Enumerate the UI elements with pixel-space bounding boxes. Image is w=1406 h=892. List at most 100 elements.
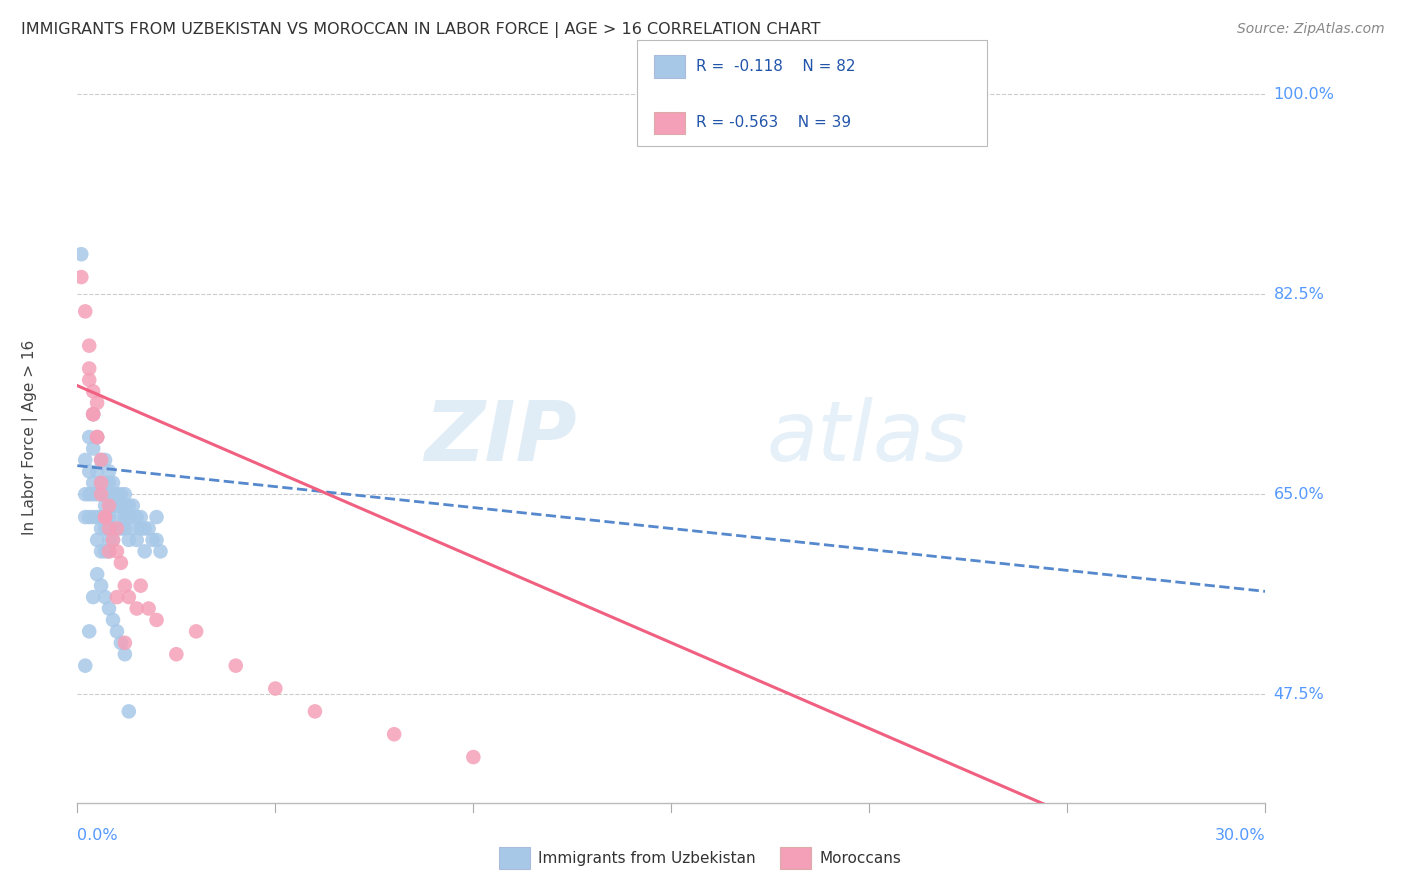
Point bbox=[82, 487, 104, 501]
Point bbox=[86, 430, 108, 444]
Point bbox=[90, 475, 112, 490]
Point bbox=[94, 590, 117, 604]
Point bbox=[75, 658, 97, 673]
Point bbox=[77, 373, 100, 387]
Point bbox=[86, 510, 108, 524]
Point bbox=[82, 475, 104, 490]
Point bbox=[75, 453, 97, 467]
Point bbox=[118, 510, 141, 524]
Text: 82.5%: 82.5% bbox=[1274, 286, 1324, 301]
Point bbox=[94, 453, 117, 467]
Point bbox=[94, 510, 117, 524]
Point bbox=[101, 533, 124, 547]
Point bbox=[105, 499, 128, 513]
Point bbox=[70, 247, 93, 261]
Point bbox=[86, 430, 108, 444]
Point bbox=[138, 521, 160, 535]
Text: 30.0%: 30.0% bbox=[1215, 828, 1265, 843]
Point bbox=[114, 487, 136, 501]
Point bbox=[114, 510, 136, 524]
Point bbox=[98, 510, 121, 524]
Point bbox=[94, 510, 117, 524]
Point bbox=[77, 624, 100, 639]
Point bbox=[105, 510, 128, 524]
Point bbox=[90, 475, 112, 490]
Text: ZIP: ZIP bbox=[423, 397, 576, 477]
Point bbox=[186, 624, 208, 639]
Point bbox=[105, 487, 128, 501]
Point bbox=[105, 521, 128, 535]
Text: 0.0%: 0.0% bbox=[77, 828, 118, 843]
Point bbox=[105, 521, 128, 535]
Point bbox=[94, 510, 117, 524]
Point bbox=[110, 499, 132, 513]
Text: 100.0%: 100.0% bbox=[1274, 87, 1334, 102]
Point bbox=[138, 601, 160, 615]
Point bbox=[90, 579, 112, 593]
Point bbox=[82, 510, 104, 524]
Point bbox=[77, 464, 100, 478]
Text: Moroccans: Moroccans bbox=[820, 851, 901, 865]
Point bbox=[110, 487, 132, 501]
Point bbox=[82, 442, 104, 456]
Point bbox=[382, 727, 405, 741]
Point bbox=[86, 487, 108, 501]
Point bbox=[110, 521, 132, 535]
Point bbox=[86, 464, 108, 478]
Point bbox=[75, 510, 97, 524]
Point bbox=[90, 544, 112, 558]
Point bbox=[90, 521, 112, 535]
Point bbox=[125, 601, 148, 615]
Point bbox=[114, 521, 136, 535]
Point bbox=[82, 384, 104, 399]
Point bbox=[98, 544, 121, 558]
Point bbox=[98, 533, 121, 547]
Point bbox=[118, 590, 141, 604]
Point bbox=[98, 521, 121, 535]
Point bbox=[82, 407, 104, 421]
Point bbox=[86, 430, 108, 444]
Point bbox=[118, 533, 141, 547]
Point bbox=[1017, 841, 1039, 855]
Point bbox=[101, 533, 124, 547]
Text: In Labor Force | Age > 16: In Labor Force | Age > 16 bbox=[22, 340, 38, 534]
Point bbox=[94, 475, 117, 490]
Point bbox=[142, 533, 165, 547]
Point bbox=[145, 510, 167, 524]
Point bbox=[90, 487, 112, 501]
Point bbox=[75, 304, 97, 318]
Point bbox=[129, 521, 152, 535]
Point bbox=[94, 487, 117, 501]
Point bbox=[125, 510, 148, 524]
Point bbox=[110, 636, 132, 650]
Point bbox=[70, 270, 93, 285]
Point bbox=[134, 521, 156, 535]
Text: 65.0%: 65.0% bbox=[1274, 487, 1324, 501]
Point bbox=[101, 499, 124, 513]
Point bbox=[77, 338, 100, 352]
Point bbox=[463, 750, 485, 764]
Point bbox=[101, 475, 124, 490]
Point bbox=[75, 487, 97, 501]
Point bbox=[129, 510, 152, 524]
Point bbox=[94, 521, 117, 535]
Point bbox=[121, 521, 143, 535]
Point bbox=[90, 453, 112, 467]
Point bbox=[77, 430, 100, 444]
Point bbox=[77, 510, 100, 524]
Point bbox=[98, 521, 121, 535]
Point bbox=[114, 647, 136, 661]
Point bbox=[90, 510, 112, 524]
Point bbox=[145, 613, 167, 627]
Point bbox=[105, 624, 128, 639]
Point bbox=[98, 499, 121, 513]
Point bbox=[121, 499, 143, 513]
Point bbox=[145, 533, 167, 547]
Point bbox=[105, 544, 128, 558]
Text: atlas: atlas bbox=[766, 397, 969, 477]
Point bbox=[165, 647, 187, 661]
Point bbox=[94, 544, 117, 558]
Text: Immigrants from Uzbekistan: Immigrants from Uzbekistan bbox=[538, 851, 756, 865]
Point bbox=[98, 464, 121, 478]
Point bbox=[98, 487, 121, 501]
